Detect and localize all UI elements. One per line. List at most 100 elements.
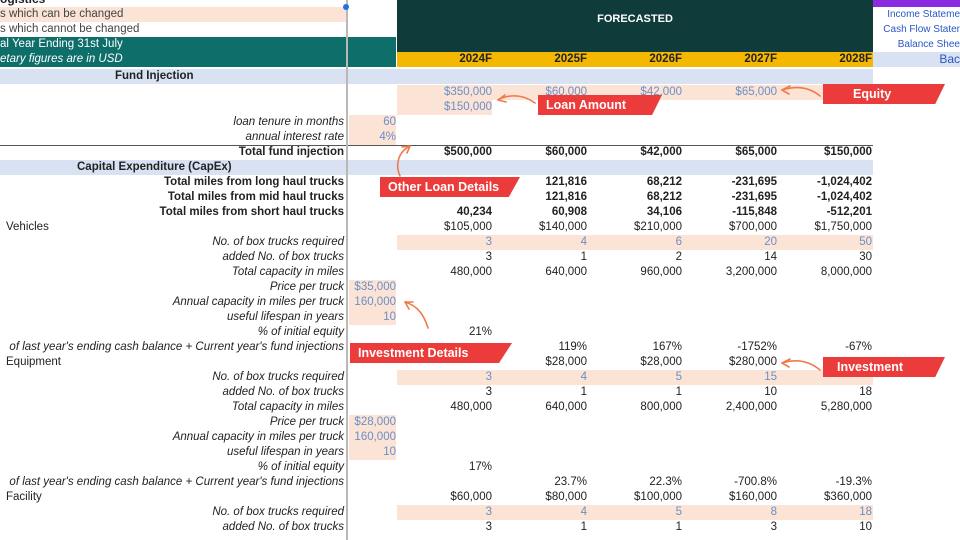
total-divider xyxy=(0,145,873,146)
vehicles-price-input[interactable]: $35,000 xyxy=(349,280,396,295)
equipment-required-row: No. of box trucks required 3 4 5 15 xyxy=(0,370,960,385)
vehicles-added-2026: 2 xyxy=(675,251,682,263)
miles-mid-row: Total miles from mid haul trucks 121,816… xyxy=(0,190,960,205)
facility-2025: $80,000 xyxy=(545,491,587,503)
equipment-required-2026[interactable]: 5 xyxy=(675,371,682,383)
vehicles-annual-row: Annual capacity in miles per truck 160,0… xyxy=(0,295,960,310)
equipment-required-2027[interactable]: 15 xyxy=(764,371,777,383)
loan-tenure-input[interactable]: 60 xyxy=(349,115,396,130)
selection-handle[interactable] xyxy=(343,4,349,10)
facility-required-row: No. of box trucks required 3 4 5 8 18 xyxy=(0,505,960,520)
equipment-cash-2025: 23.7% xyxy=(554,476,587,488)
equipment-added-row: added No. of box trucks 3 1 1 10 18 xyxy=(0,385,960,400)
equipment-annual-input[interactable]: 160,000 xyxy=(349,430,396,445)
vehicles-capacity-2028: 8,000,000 xyxy=(820,266,872,278)
vehicles-required-2025[interactable]: 4 xyxy=(580,236,587,248)
vehicles-capacity-2027: 3,200,000 xyxy=(725,266,777,278)
section-capex: Capital Expenditure (CapEx) xyxy=(0,160,873,175)
vehicles-cash-2028: -67% xyxy=(845,341,872,353)
facility-added-label: added No. of box trucks xyxy=(222,521,344,533)
miles-mid-label: Total miles from mid haul trucks xyxy=(167,191,344,203)
vehicles-added-2028: 30 xyxy=(859,251,872,263)
loan-2024[interactable]: $150,000 xyxy=(444,101,492,113)
equipment-added-2024: 3 xyxy=(485,386,492,398)
miles-mid-2027: -231,695 xyxy=(731,191,777,203)
vehicles-cash-label: of last year's ending cash balance + Cur… xyxy=(9,341,344,353)
equipment-price-input[interactable]: $28,000 xyxy=(349,415,396,430)
equity-2024[interactable]: $350,000 xyxy=(444,86,492,98)
vehicles-added-label: added No. of box trucks xyxy=(222,251,344,263)
vehicles-required-2028[interactable]: 50 xyxy=(859,236,872,248)
arrow-equity xyxy=(781,86,821,97)
callout-investment-details: Investment Details xyxy=(350,343,512,363)
nav-balance-sheet[interactable]: Balance Shee xyxy=(897,39,960,50)
equipment-life-row: useful lifespan in years 10 xyxy=(0,445,960,460)
vehicles-2024: $105,000 xyxy=(444,221,492,233)
vehicles-life-label: useful lifespan in years xyxy=(227,311,344,323)
vehicles-life-input[interactable]: 10 xyxy=(349,310,396,325)
vehicles-capacity-row: Total capacity in miles 480,000 640,000 … xyxy=(0,265,960,280)
facility-2024: $60,000 xyxy=(450,491,492,503)
equipment-required-2025[interactable]: 4 xyxy=(580,371,587,383)
interest-input[interactable]: 4% xyxy=(349,130,396,145)
miles-long-label: Total miles from long haul trucks xyxy=(164,176,344,188)
facility-added-row: added No. of box trucks 3 1 1 3 10 xyxy=(0,520,960,535)
legend-currency: etary figures are in USD xyxy=(0,52,396,67)
facility-required-2024[interactable]: 3 xyxy=(485,506,492,518)
facility-required-2026[interactable]: 5 xyxy=(675,506,682,518)
year-2025: 2025F xyxy=(554,53,587,65)
vehicles-required-2026[interactable]: 6 xyxy=(675,236,682,248)
equity-2027[interactable]: $65,000 xyxy=(735,86,777,98)
equipment-life-input[interactable]: 10 xyxy=(349,445,396,460)
vehicles-capacity-2024: 480,000 xyxy=(450,266,492,278)
equipment-required-2024[interactable]: 3 xyxy=(485,371,492,383)
vehicles-added-2025: 1 xyxy=(580,251,587,263)
vehicles-required-bg xyxy=(397,235,873,250)
vehicles-cash-2025: 119% xyxy=(558,341,587,353)
year-2027: 2027F xyxy=(744,53,777,65)
frozen-column-divider[interactable] xyxy=(346,0,348,540)
facility-row: Facility $60,000 $80,000 $100,000 $160,0… xyxy=(0,490,960,505)
facility-required-2028[interactable]: 18 xyxy=(859,506,872,518)
total-2025: $60,000 xyxy=(545,146,587,158)
equipment-required-bg xyxy=(397,370,873,385)
nav-cash-flow[interactable]: Cash Flow Stater xyxy=(883,24,960,35)
equipment-label: Equipment xyxy=(6,356,61,368)
equipment-2027: $280,000 xyxy=(729,356,777,368)
miles-short-2024: 40,234 xyxy=(456,206,492,218)
legend-changeable: s which can be changed xyxy=(0,7,346,22)
facility-required-2025[interactable]: 4 xyxy=(580,506,587,518)
year-header-row xyxy=(397,52,873,67)
vehicles-required-2027[interactable]: 20 xyxy=(764,236,777,248)
facility-required-2027[interactable]: 8 xyxy=(770,506,777,518)
nav-income-statement[interactable]: Income Stateme xyxy=(887,9,960,20)
vehicles-annual-input[interactable]: 160,000 xyxy=(349,295,396,310)
year-2024: 2024F xyxy=(459,53,492,65)
facility-added-2028: 10 xyxy=(859,521,872,533)
year-2026: 2026F xyxy=(649,53,682,65)
vehicles-required-row: No. of box trucks required 3 4 6 20 50 xyxy=(0,235,960,250)
loan-cell-bg xyxy=(397,100,492,115)
nav-back-button[interactable]: Bac xyxy=(873,52,960,67)
vehicles-added-2027: 14 xyxy=(764,251,777,263)
total-2027: $65,000 xyxy=(735,146,777,158)
equipment-capacity-label: Total capacity in miles xyxy=(231,401,344,413)
vehicles-2028: $1,750,000 xyxy=(814,221,872,233)
callout-equity: Equity xyxy=(823,84,945,104)
equipment-capacity-2028: 5,280,000 xyxy=(820,401,872,413)
vehicles-required-label: No. of box trucks required xyxy=(212,236,344,248)
equipment-2026: $28,000 xyxy=(640,356,682,368)
loan-row: $150,000 xyxy=(0,100,960,115)
facility-required-label: No. of box trucks required xyxy=(212,506,344,518)
vehicles-cash-2027: -1752% xyxy=(737,341,777,353)
facility-required-bg xyxy=(397,505,873,520)
callout-other-loan: Other Loan Details xyxy=(380,177,520,197)
equipment-cash-2026: 22.3% xyxy=(649,476,682,488)
miles-long-row: Total miles from long haul trucks 121,81… xyxy=(0,175,960,190)
vehicles-required-2024[interactable]: 3 xyxy=(485,236,492,248)
miles-short-2028: -512,201 xyxy=(826,206,872,218)
vehicles-cash-row: of last year's ending cash balance + Cur… xyxy=(0,340,960,355)
vehicles-added-2024: 3 xyxy=(485,251,492,263)
equipment-life-label: useful lifespan in years xyxy=(227,446,344,458)
